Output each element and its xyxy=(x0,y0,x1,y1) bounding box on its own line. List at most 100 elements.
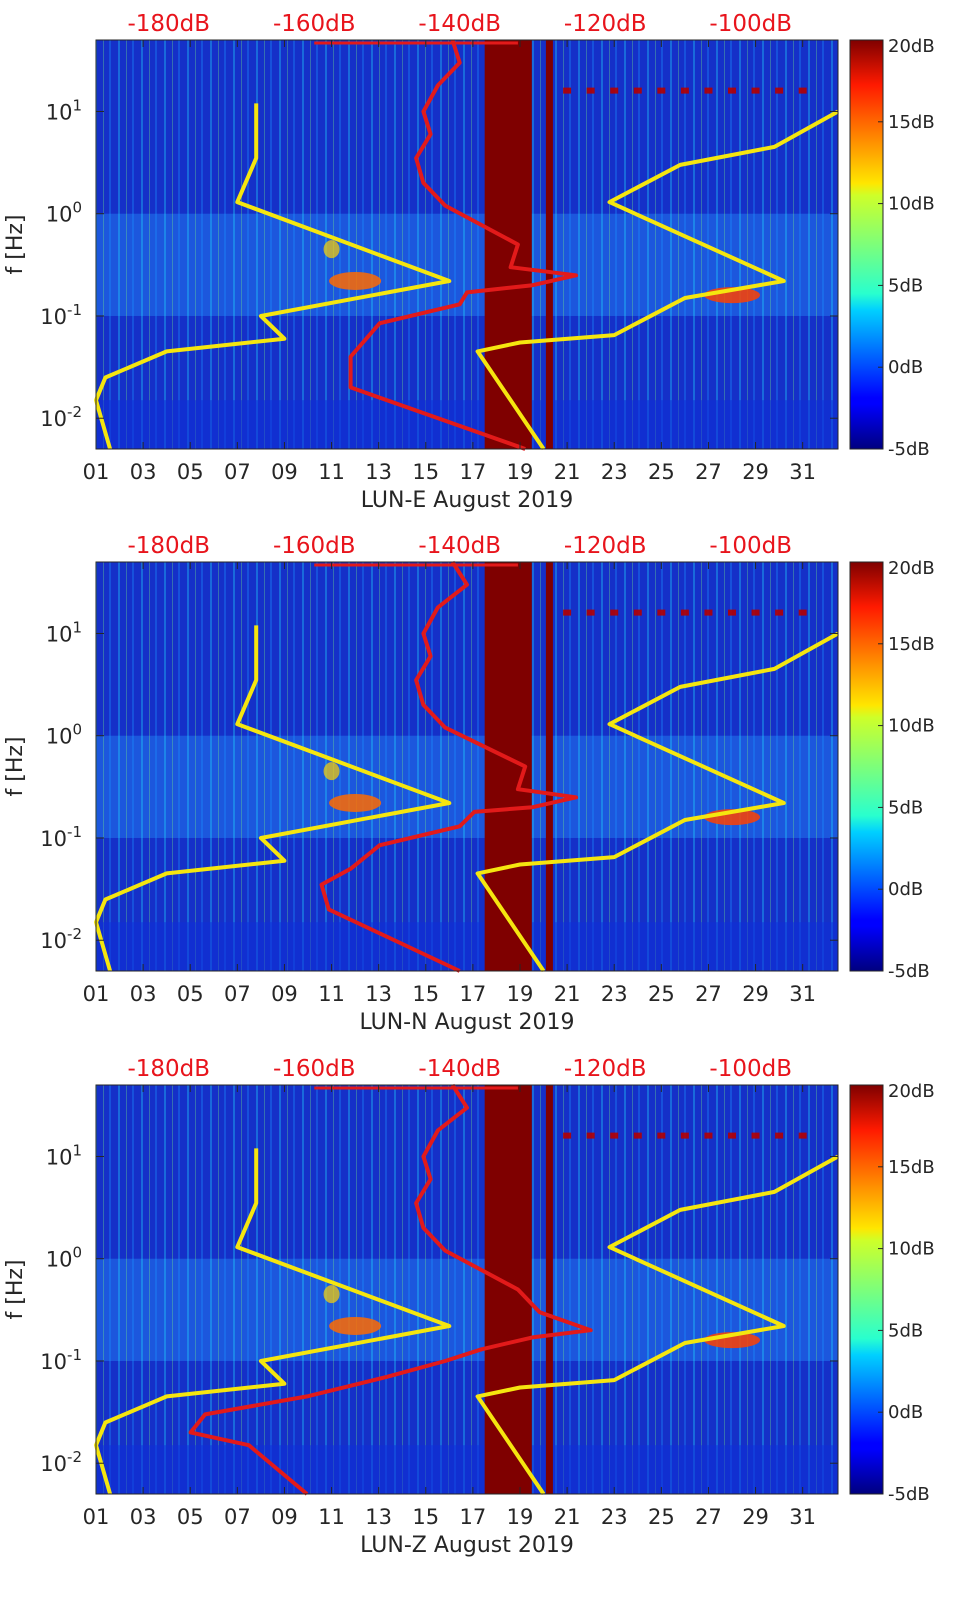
top-axis-label: -160dB xyxy=(273,11,356,37)
colorbar xyxy=(849,39,884,450)
hotspot-15hz xyxy=(775,87,784,94)
colorbar xyxy=(849,1084,884,1495)
hotspot-15hz xyxy=(751,609,760,616)
colorbar-tick-label: 5dB xyxy=(888,1320,923,1341)
y-tick-label: 10-1 xyxy=(40,823,82,851)
x-tick-label: 19 xyxy=(507,460,534,484)
colorbar-tick-label: 15dB xyxy=(888,112,935,133)
x-axis-label: LUN-N August 2019 xyxy=(359,1010,574,1035)
spectrogram-low-band xyxy=(96,922,838,971)
x-tick-label: 25 xyxy=(648,460,675,484)
data-gap xyxy=(484,40,532,449)
hotspot-15hz xyxy=(563,609,572,616)
top-axis-label: -100dB xyxy=(709,533,792,559)
hotspot-15hz xyxy=(657,1132,666,1139)
x-tick-label: 23 xyxy=(601,460,628,484)
hotspot-15hz xyxy=(704,609,713,616)
x-tick-label: 07 xyxy=(224,1505,251,1529)
hotspot-15hz xyxy=(798,1132,807,1139)
yellow-model-curve-2 xyxy=(475,1154,839,1496)
hotspot xyxy=(323,762,340,781)
hotspot-15hz xyxy=(586,1132,595,1139)
hotspot-15hz xyxy=(798,609,807,616)
y-tick-label: 10-2 xyxy=(40,1448,82,1476)
x-tick-label: 11 xyxy=(318,982,345,1006)
colorbar-tick-label: -5dB xyxy=(888,1484,930,1505)
colorbar-tick-label: 20dB xyxy=(888,558,935,579)
x-tick-label: 31 xyxy=(789,460,816,484)
hotspot-15hz xyxy=(775,1132,784,1139)
hotspot xyxy=(329,271,382,290)
top-axis-label: -180dB xyxy=(127,11,210,37)
hotspot-15hz xyxy=(704,87,713,94)
y-tick-label: 101 xyxy=(46,618,82,646)
x-tick-label: 01 xyxy=(83,1505,110,1529)
x-tick-label: 07 xyxy=(224,982,251,1006)
yellow-model-curve-1 xyxy=(94,625,452,972)
data-gap-narrow xyxy=(545,562,553,971)
colorbar-tick-label: 20dB xyxy=(888,36,935,57)
top-axis-label: -140dB xyxy=(418,533,501,559)
colorbar-tick-label: 10dB xyxy=(888,716,935,737)
x-tick-label: 03 xyxy=(130,982,157,1006)
y-axis-label: f [Hz] xyxy=(3,215,28,275)
x-tick-label: 05 xyxy=(177,982,204,1006)
hotspot-15hz xyxy=(563,87,572,94)
yellow-model-curve-2 xyxy=(475,631,839,973)
x-tick-label: 23 xyxy=(601,982,628,1006)
x-tick-label: 13 xyxy=(365,460,392,484)
colorbar-tick-label: 20dB xyxy=(888,1081,935,1102)
hotspot-15hz xyxy=(680,1132,689,1139)
y-axis-label: f [Hz] xyxy=(3,737,28,797)
x-tick-label: 03 xyxy=(130,1505,157,1529)
x-tick-label: 21 xyxy=(554,1505,581,1529)
x-tick-label: 01 xyxy=(83,982,110,1006)
colorbar-tick-label: 0dB xyxy=(888,879,923,900)
colorbar-tick-label: 0dB xyxy=(888,1402,923,1423)
x-tick-label: 13 xyxy=(365,1505,392,1529)
x-tick-label: 21 xyxy=(554,982,581,1006)
hotspot-15hz xyxy=(680,609,689,616)
colorbar-tick-label: 0dB xyxy=(888,357,923,378)
y-tick-label: 10-2 xyxy=(40,403,82,431)
hotspot-15hz xyxy=(657,609,666,616)
colorbar-tick-label: 15dB xyxy=(888,1157,935,1178)
plot-frame xyxy=(95,39,839,450)
hotspot xyxy=(323,1285,340,1304)
panel-lun-e: 01 03 05 07 09 11 13 15 17 19 21 23 25 27 29 31 LUN-E Au… xyxy=(3,11,935,513)
x-tick-label: 31 xyxy=(789,1505,816,1529)
x-tick-label: 11 xyxy=(318,1505,345,1529)
top-axis-label: -100dB xyxy=(709,1056,792,1082)
colorbar-tick-label: 5dB xyxy=(888,275,923,296)
panel-lun-n: 01 03 05 07 09 11 13 15 17 19 21 23 25 27 29 31 LUN-N Au… xyxy=(3,533,935,1035)
x-tick-label: 05 xyxy=(177,460,204,484)
x-tick-label: 23 xyxy=(601,1505,628,1529)
red-noise-curve xyxy=(188,1083,593,1496)
x-tick-label: 27 xyxy=(695,982,722,1006)
hotspot-15hz xyxy=(775,609,784,616)
x-tick-label: 27 xyxy=(695,1505,722,1529)
hotspot-15hz xyxy=(586,609,595,616)
data-gap-narrow xyxy=(545,1085,553,1494)
hotspot-15hz xyxy=(633,87,642,94)
hotspot xyxy=(323,240,340,259)
x-tick-label: 25 xyxy=(648,1505,675,1529)
spectrogram-low-band xyxy=(96,1445,838,1494)
top-axis-label: -120dB xyxy=(564,11,647,37)
top-axis-label: -140dB xyxy=(418,11,501,37)
x-tick-label: 17 xyxy=(460,1505,487,1529)
spectrogram-low-band xyxy=(96,400,838,449)
hotspot-15hz xyxy=(563,1132,572,1139)
x-tick-label: 07 xyxy=(224,460,251,484)
top-axis-label: -120dB xyxy=(564,1056,647,1082)
x-tick-label: 17 xyxy=(460,982,487,1006)
hotspot xyxy=(329,793,382,812)
colorbar-tick-label: 10dB xyxy=(888,194,935,215)
x-tick-label: 25 xyxy=(648,982,675,1006)
red-noise-curve xyxy=(348,39,579,451)
hotspot-15hz xyxy=(657,87,666,94)
x-tick-label: 01 xyxy=(83,460,110,484)
yellow-model-curve-2 xyxy=(475,109,839,451)
x-tick-label: 27 xyxy=(695,460,722,484)
hotspot-15hz xyxy=(610,1132,619,1139)
